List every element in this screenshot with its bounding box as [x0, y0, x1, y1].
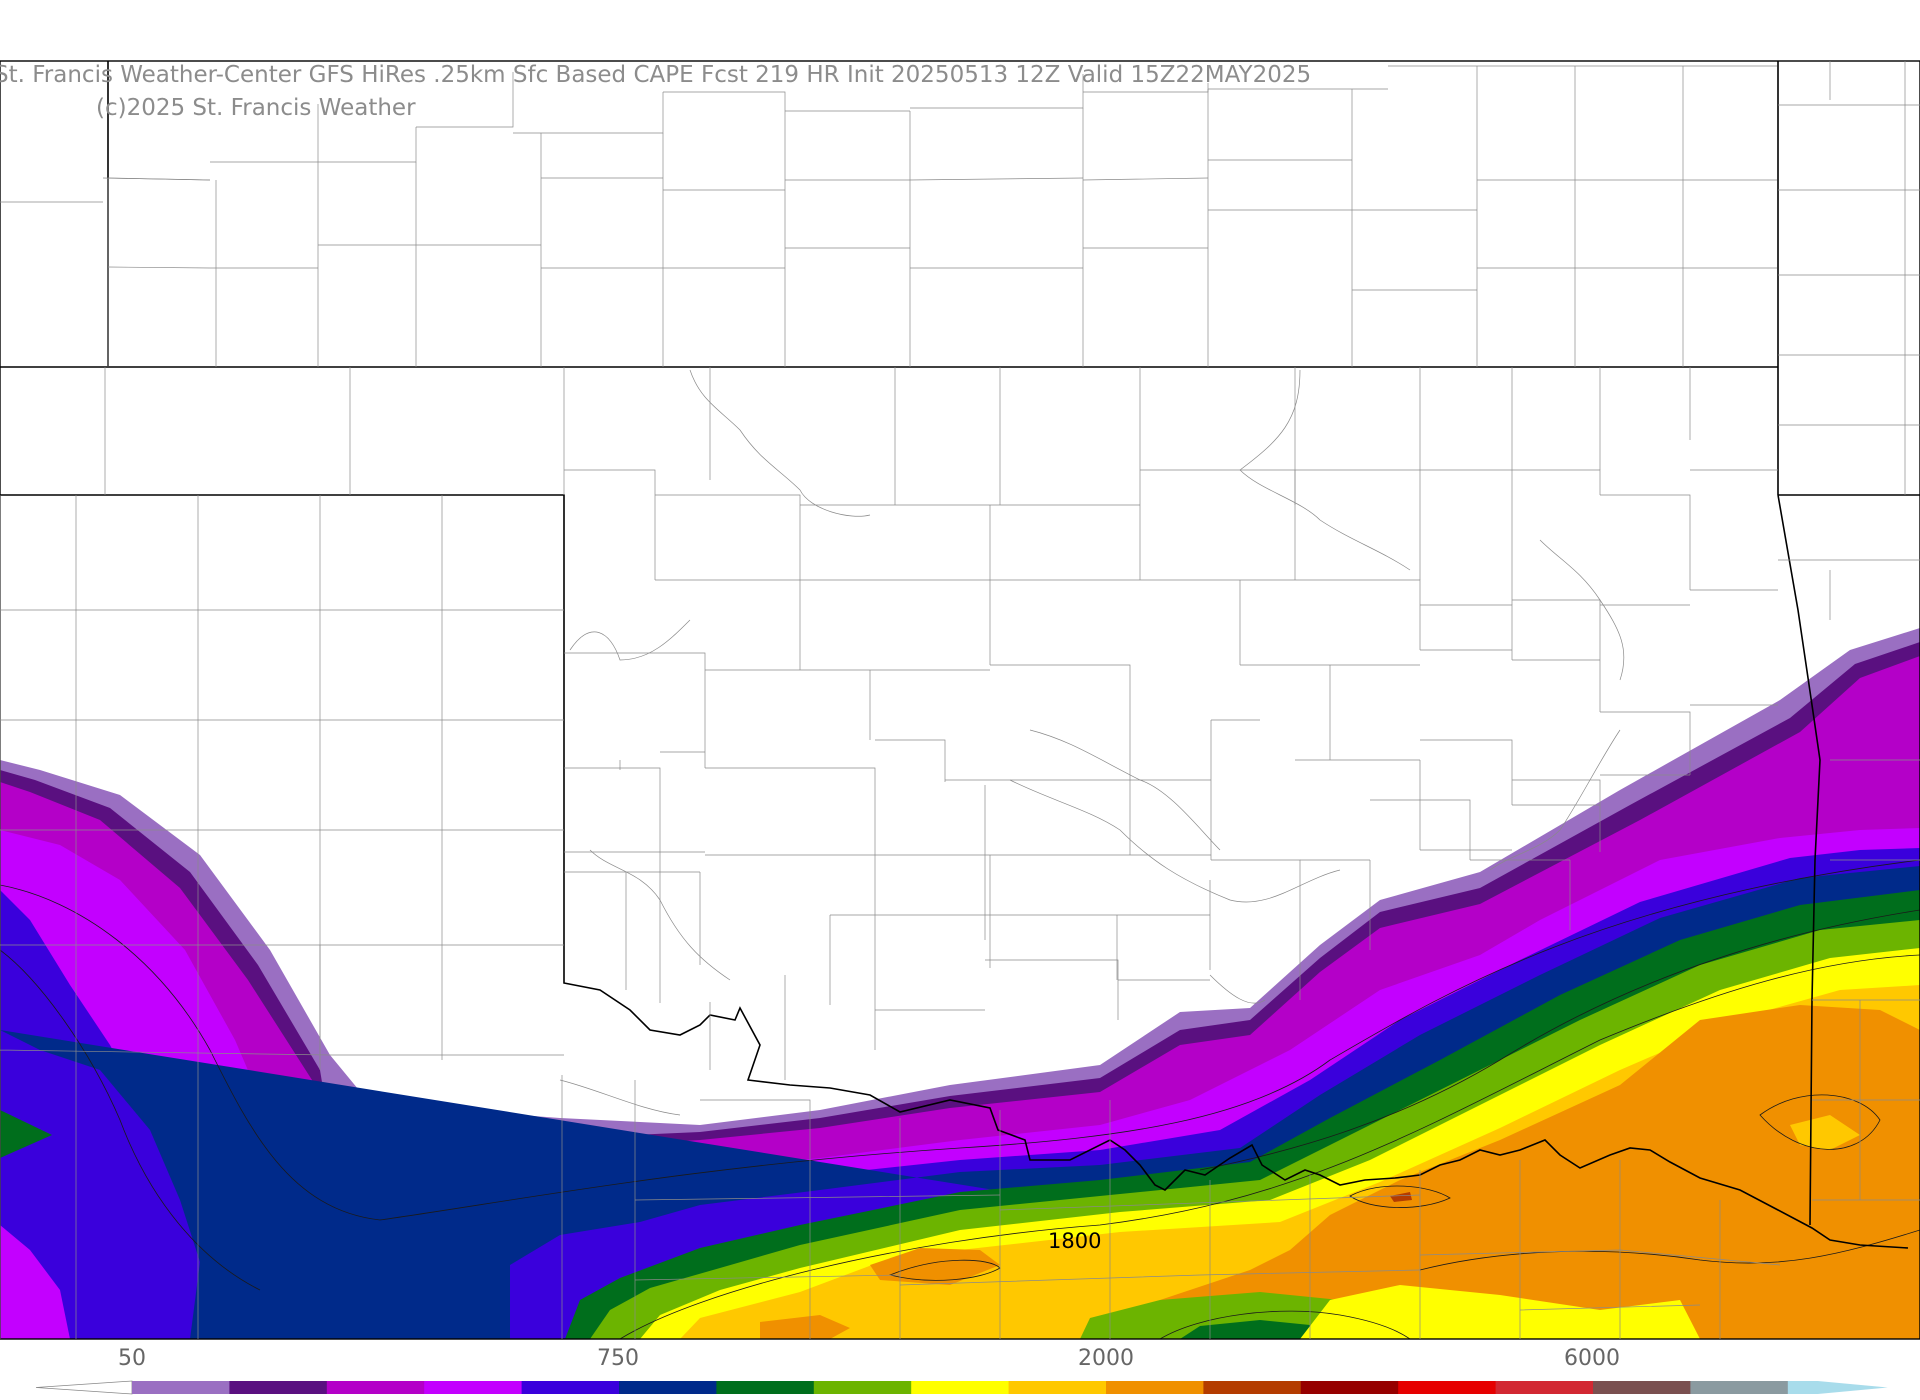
- colorbar-labels: 50 750 2000 6000: [118, 1346, 1620, 1371]
- cape-band-south-green: [1180, 1320, 1340, 1339]
- cape-band-green: [0, 1110, 52, 1158]
- colorbar-swatch: [1106, 1381, 1204, 1394]
- colorbar-swatch: [813, 1381, 912, 1394]
- colorbar-swatch: [1008, 1381, 1107, 1394]
- colorbar-swatch: [521, 1381, 620, 1394]
- cape-band-east-gold-blob: [1790, 1115, 1860, 1150]
- colorbar-swatch: [229, 1381, 328, 1394]
- cape-band-west-violet: [0, 1225, 70, 1339]
- colorbar-swatch: [1690, 1381, 1789, 1394]
- cape-band-red-spot: [1390, 1192, 1412, 1202]
- colorbar-swatch: [1300, 1381, 1399, 1394]
- colorbar-swatch: [619, 1381, 717, 1394]
- county-boundaries: [0, 61, 1920, 1339]
- map-title: St. Francis Weather-Center GFS HiRes .25…: [0, 62, 1311, 88]
- copyright-text: (c)2025 St. Francis Weather: [96, 95, 416, 121]
- colorbar-arrow-left: [35, 1380, 133, 1395]
- colorbar-swatch: [1593, 1381, 1691, 1394]
- colorbar-swatch: [1203, 1381, 1302, 1394]
- colorbar-swatch: [716, 1381, 815, 1394]
- cape-band-south-yellow: [1300, 1285, 1700, 1339]
- cape-contours: [0, 859, 1920, 1339]
- colorbar-label-50: 50: [118, 1346, 146, 1371]
- state-boundaries: [0, 60, 1920, 1340]
- cape-band-orange-spot-2: [760, 1315, 850, 1339]
- colorbar-swatch: [132, 1381, 230, 1394]
- colorbar: [35, 1380, 1888, 1395]
- colorbar-arrow-right: [1787, 1381, 1888, 1394]
- colorbar-swatch: [424, 1381, 523, 1394]
- colorbar-swatch: [911, 1381, 1010, 1394]
- colorbar-swatch: [1398, 1381, 1497, 1394]
- colorbar-swatch: [326, 1381, 425, 1394]
- cape-band-orange-spot: [870, 1248, 1000, 1285]
- colorbar-label-750: 750: [597, 1346, 639, 1371]
- colorbar-swatch: [1495, 1381, 1594, 1394]
- cape-band-orange: [1130, 1005, 1920, 1339]
- contour-label: 1800: [1048, 1229, 1101, 1253]
- colorbar-label-6000: 6000: [1564, 1346, 1620, 1371]
- colorbar-label-2000: 2000: [1078, 1346, 1134, 1371]
